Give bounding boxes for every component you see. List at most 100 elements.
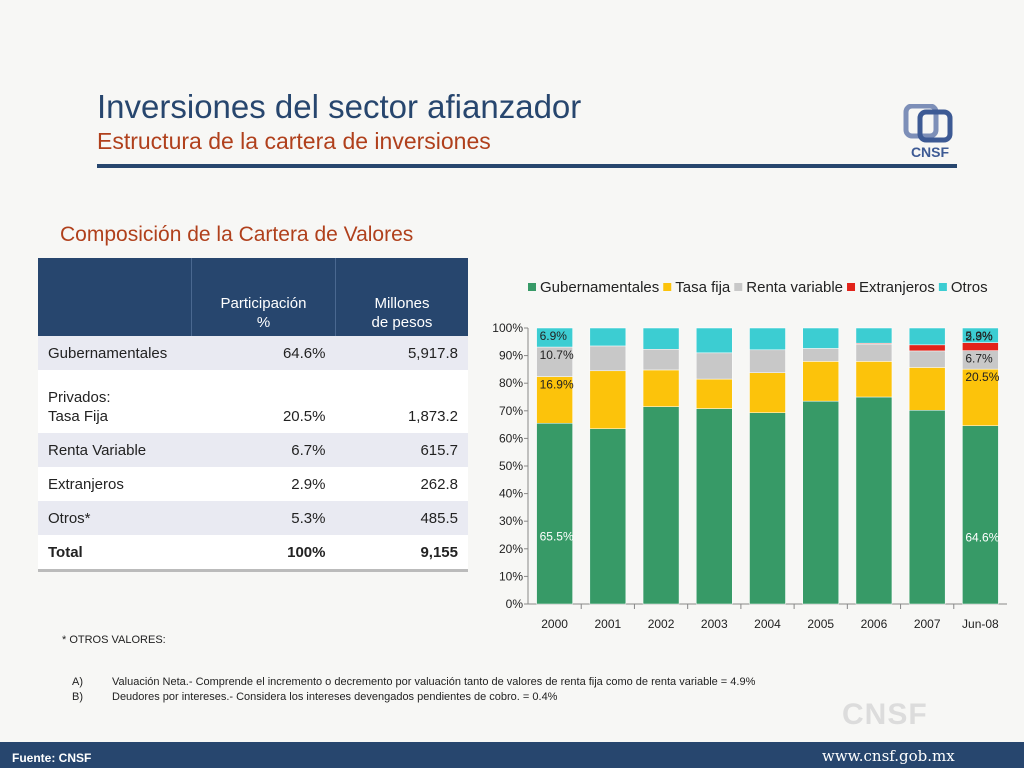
bar-segment: [802, 361, 839, 402]
data-label: 6.7%: [965, 352, 993, 366]
bar-segment: [908, 367, 946, 411]
stacked-bar-chart: 0% 10% 20% 30% 40% 50% 60% 70% 80% 90% 100% 2000 200…: [492, 279, 1007, 631]
bar-segment: [536, 327, 573, 348]
x-tick-label: 2004: [754, 617, 781, 631]
note-item: A) Valuación Neta.- Comprende el incremen…: [72, 675, 755, 690]
portfolio-table: Participación % Millones de pesos Gubern…: [38, 258, 468, 572]
note-text: Valuación Neta.- Comprende el incremento…: [112, 676, 756, 688]
legend-swatch: [938, 283, 947, 291]
bar-segment: [536, 376, 573, 424]
row-amount: 9,155: [335, 535, 468, 572]
page-title: Inversiones del sector afianzador: [97, 88, 582, 125]
row-label-line1: Privados:: [48, 389, 111, 406]
row-participation: 100%: [191, 535, 336, 572]
row-amount: 615.7: [335, 433, 468, 467]
row-participation: 5.3%: [191, 501, 336, 535]
bar-segment: [642, 349, 680, 371]
y-tick-label: 20%: [499, 542, 523, 556]
bar-segment: [962, 425, 999, 605]
row-amount: 485.5: [335, 501, 468, 535]
x-tick-label: 2000: [541, 617, 568, 631]
header-divider: [97, 164, 957, 168]
bar-segment: [855, 361, 893, 398]
header-millions-line1: Millones: [374, 295, 430, 312]
bar-segment: [642, 327, 680, 350]
bar-segment: [696, 327, 733, 354]
bar-segment: [962, 342, 999, 351]
bar-segment: [589, 428, 627, 605]
bar-segment: [855, 343, 893, 362]
y-tick-label: 90%: [499, 349, 523, 363]
row-participation: 20.5%: [191, 370, 336, 433]
note-text: Deudores por intereses.- Considera los i…: [112, 691, 558, 703]
legend-label: Gubernamentales: [540, 279, 659, 296]
legend-swatch: [528, 283, 536, 291]
table-header-row: Participación % Millones de pesos: [38, 258, 468, 336]
table-total-row: Total 100% 9,155: [38, 535, 468, 572]
note-letter: B): [72, 691, 83, 703]
header-cell-label: [38, 258, 192, 336]
row-participation: 64.6%: [191, 336, 336, 370]
legend-label: Renta variable: [746, 279, 843, 296]
cnsf-logo: CNSF: [903, 104, 953, 160]
bar-segment: [802, 348, 839, 362]
row-label: Renta Variable: [38, 433, 192, 467]
bar-segment: [802, 400, 839, 605]
table-row: Privados: Tasa Fija 20.5% 1,873.2: [38, 370, 468, 433]
row-label: Extranjeros: [38, 467, 192, 501]
bar-segment: [908, 350, 946, 368]
bar-segment: [962, 327, 999, 343]
table-row: Otros* 5.3% 485.5: [38, 501, 468, 535]
footer-bar: Fuente: CNSF www.cnsf.gob.mx: [0, 742, 1024, 768]
x-tick-label: Jun-08: [962, 617, 999, 631]
header-cell-millions: Millones de pesos: [335, 258, 468, 336]
bar-segment: [642, 406, 680, 605]
legend-label: Tasa fija: [675, 279, 731, 296]
bar-segment: [589, 345, 627, 372]
bar-segment: [642, 369, 680, 407]
x-tick-label: 2001: [594, 617, 621, 631]
table-row: Gubernamentales 64.6% 5,917.8: [38, 336, 468, 370]
row-label: Total: [38, 535, 192, 572]
legend-swatch: [734, 283, 743, 291]
bar-segment: [589, 370, 627, 429]
footnote-otros: * OTROS VALORES:: [62, 634, 166, 646]
bar-segment: [749, 412, 786, 605]
bar-segment: [802, 327, 839, 349]
data-label: 20.5%: [965, 370, 999, 384]
bar-segment: [855, 396, 893, 605]
data-label: 64.6%: [965, 531, 999, 545]
bar-segment: [908, 409, 946, 605]
logo-text: CNSF: [911, 144, 950, 160]
row-amount: 5,917.8: [335, 336, 468, 370]
legend-swatch: [847, 283, 856, 291]
table-row: Renta Variable 6.7% 615.7: [38, 433, 468, 467]
bar-segment: [962, 368, 999, 426]
row-participation: 2.9%: [191, 467, 336, 501]
bar-segment: [536, 422, 573, 605]
header-participation-line2: %: [256, 314, 271, 331]
table-row: Extranjeros 2.9% 262.8: [38, 467, 468, 501]
notes-list: A) Valuación Neta.- Comprende el incremen…: [72, 675, 755, 705]
page-subtitle: Estructura de la cartera de inversiones: [97, 128, 491, 154]
bar-segment: [536, 346, 573, 377]
note-letter: A): [72, 676, 83, 688]
row-label: Otros*: [38, 501, 192, 535]
y-tick-label: 50%: [499, 459, 523, 473]
bar-segment: [749, 372, 786, 413]
x-tick-label: 2005: [807, 617, 834, 631]
x-tick-label: 2007: [914, 617, 941, 631]
cnsf-watermark: CNSF: [842, 698, 928, 731]
row-label-line2: Tasa Fija: [48, 408, 109, 425]
footer-url[interactable]: www.cnsf.gob.mx: [822, 747, 955, 765]
y-tick-label: 10%: [499, 569, 523, 583]
header-participation-line1: Participación: [220, 295, 307, 312]
y-tick-label: 40%: [499, 487, 523, 501]
row-amount: 1,873.2: [335, 370, 468, 433]
bar-segment: [696, 378, 733, 409]
x-tick-label: 2002: [648, 617, 675, 631]
y-tick-label: 70%: [499, 404, 523, 418]
bar-segment: [696, 408, 733, 605]
row-participation: 6.7%: [191, 433, 336, 467]
row-amount: 262.8: [335, 467, 468, 501]
